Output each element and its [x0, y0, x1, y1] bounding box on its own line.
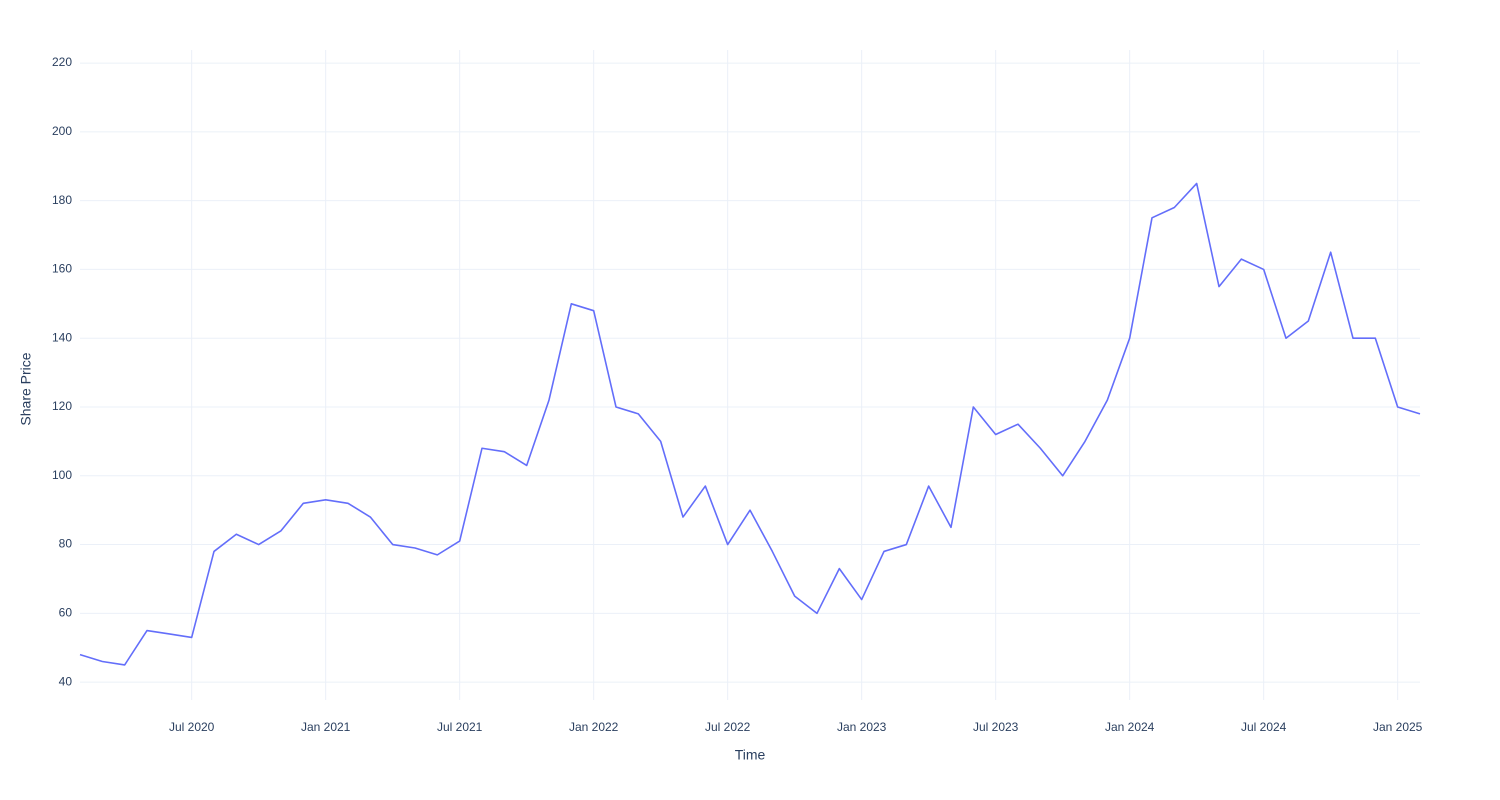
x-tick-label: Jul 2023 — [973, 720, 1019, 734]
y-tick-label: 120 — [52, 399, 72, 413]
y-tick-label: 140 — [52, 330, 72, 344]
x-tick-label: Jan 2022 — [569, 720, 619, 734]
y-tick-label: 160 — [52, 262, 72, 276]
x-tick-label: Jul 2021 — [437, 720, 483, 734]
x-tick-label: Jul 2024 — [1241, 720, 1287, 734]
x-axis-title: Time — [735, 747, 766, 763]
grid — [80, 50, 1420, 700]
y-tick-label: 180 — [52, 193, 72, 207]
y-tick-label: 200 — [52, 124, 72, 138]
x-tick-label: Jan 2021 — [301, 720, 351, 734]
x-tick-label: Jul 2022 — [705, 720, 751, 734]
x-tick-label: Jan 2023 — [837, 720, 887, 734]
y-axis-title: Share Price — [18, 352, 34, 425]
x-tick-label: Jan 2025 — [1373, 720, 1423, 734]
y-tick-label: 100 — [52, 468, 72, 482]
y-tick-label: 60 — [59, 606, 73, 620]
y-tick-label: 40 — [59, 674, 73, 688]
x-tick-label: Jul 2020 — [169, 720, 215, 734]
x-tick-label: Jan 2024 — [1105, 720, 1155, 734]
y-tick-label: 80 — [59, 537, 73, 551]
series-line — [79, 182, 1421, 666]
y-tick-label: 220 — [52, 55, 72, 69]
